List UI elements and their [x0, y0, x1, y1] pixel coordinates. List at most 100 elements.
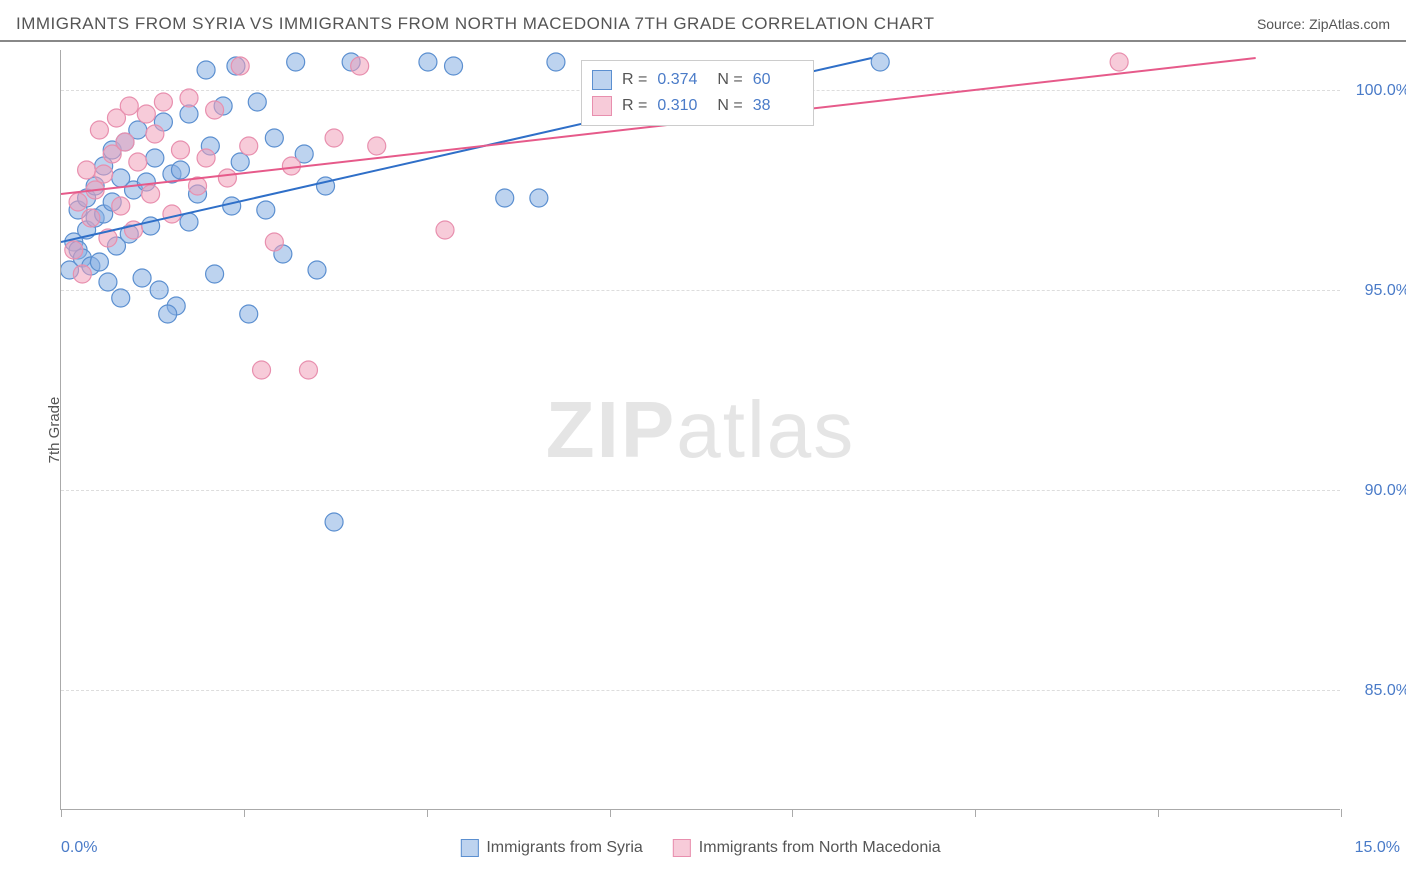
data-point	[206, 265, 224, 283]
data-point	[299, 361, 317, 379]
n-value: 60	[753, 71, 803, 89]
n-label: N =	[717, 97, 742, 115]
data-point	[265, 233, 283, 251]
data-point	[154, 93, 172, 111]
data-point	[257, 201, 275, 219]
legend-swatch	[673, 839, 691, 857]
data-point	[82, 209, 100, 227]
legend-swatch	[460, 839, 478, 857]
data-point	[368, 137, 386, 155]
data-point	[133, 269, 151, 287]
data-point	[436, 221, 454, 239]
data-point	[197, 61, 215, 79]
data-point	[65, 241, 83, 259]
data-point	[112, 289, 130, 307]
data-point	[240, 305, 258, 323]
data-point	[206, 101, 224, 119]
data-point	[180, 89, 198, 107]
data-point	[150, 281, 168, 299]
n-label: N =	[717, 71, 742, 89]
n-value: 38	[753, 97, 803, 115]
x-axis-min-label: 0.0%	[61, 839, 97, 857]
data-point	[265, 129, 283, 147]
source-name: ZipAtlas.com	[1309, 16, 1390, 32]
stats-row: R = 0.310 N = 38	[592, 93, 803, 119]
legend-label: Immigrants from North Macedonia	[699, 839, 941, 857]
scatter-plot-svg	[61, 50, 1340, 809]
data-point	[351, 57, 369, 75]
data-point	[530, 189, 548, 207]
y-tick-label: 85.0%	[1350, 682, 1406, 700]
legend-item: Immigrants from Syria	[460, 839, 642, 857]
data-point	[287, 53, 305, 71]
data-point	[116, 133, 134, 151]
x-tick	[1341, 809, 1342, 817]
x-tick	[61, 809, 62, 817]
series-swatch	[592, 96, 612, 116]
x-tick	[244, 809, 245, 817]
data-point	[248, 93, 266, 111]
data-point	[146, 149, 164, 167]
r-value: 0.310	[657, 97, 707, 115]
data-point	[496, 189, 514, 207]
data-point	[137, 105, 155, 123]
data-point	[112, 197, 130, 215]
source-prefix: Source:	[1257, 16, 1309, 32]
data-point	[99, 273, 117, 291]
data-point	[1110, 53, 1128, 71]
legend-item: Immigrants from North Macedonia	[673, 839, 941, 857]
data-point	[120, 97, 138, 115]
r-label: R =	[622, 71, 647, 89]
data-point	[78, 161, 96, 179]
data-point	[253, 361, 271, 379]
r-label: R =	[622, 97, 647, 115]
x-tick	[610, 809, 611, 817]
data-point	[197, 149, 215, 167]
x-tick	[792, 809, 793, 817]
x-axis-max-label: 15.0%	[1355, 839, 1400, 857]
chart-header: IMMIGRANTS FROM SYRIA VS IMMIGRANTS FROM…	[0, 0, 1406, 42]
chart-plot-area: ZIPatlas 85.0%90.0%95.0%100.0% 7th Grade…	[60, 50, 1340, 810]
stats-row: R = 0.374 N = 60	[592, 67, 803, 93]
data-point	[95, 165, 113, 183]
data-point	[223, 197, 241, 215]
stats-box: R = 0.374 N = 60 R = 0.310 N = 38	[581, 60, 814, 126]
data-point	[231, 153, 249, 171]
data-point	[180, 105, 198, 123]
y-tick-label: 95.0%	[1350, 282, 1406, 300]
data-point	[129, 153, 147, 171]
x-tick	[975, 809, 976, 817]
data-point	[308, 261, 326, 279]
data-point	[146, 125, 164, 143]
data-point	[419, 53, 437, 71]
data-point	[90, 253, 108, 271]
x-tick	[427, 809, 428, 817]
x-tick	[1158, 809, 1159, 817]
data-point	[159, 305, 177, 323]
legend: Immigrants from Syria Immigrants from Nor…	[460, 839, 940, 857]
data-point	[142, 185, 160, 203]
data-point	[282, 157, 300, 175]
data-point	[218, 169, 236, 187]
y-tick-label: 90.0%	[1350, 482, 1406, 500]
data-point	[171, 161, 189, 179]
r-value: 0.374	[657, 71, 707, 89]
data-point	[90, 121, 108, 139]
data-point	[871, 53, 889, 71]
data-point	[180, 213, 198, 231]
data-point	[163, 205, 181, 223]
data-point	[547, 53, 565, 71]
source-attribution: Source: ZipAtlas.com	[1257, 16, 1390, 32]
chart-title: IMMIGRANTS FROM SYRIA VS IMMIGRANTS FROM…	[16, 14, 935, 34]
data-point	[325, 129, 343, 147]
data-point	[325, 513, 343, 531]
data-point	[231, 57, 249, 75]
y-tick-label: 100.0%	[1350, 82, 1406, 100]
data-point	[73, 265, 91, 283]
data-point	[171, 141, 189, 159]
data-point	[445, 57, 463, 75]
data-point	[240, 137, 258, 155]
data-point	[69, 193, 87, 211]
series-swatch	[592, 70, 612, 90]
legend-label: Immigrants from Syria	[486, 839, 642, 857]
